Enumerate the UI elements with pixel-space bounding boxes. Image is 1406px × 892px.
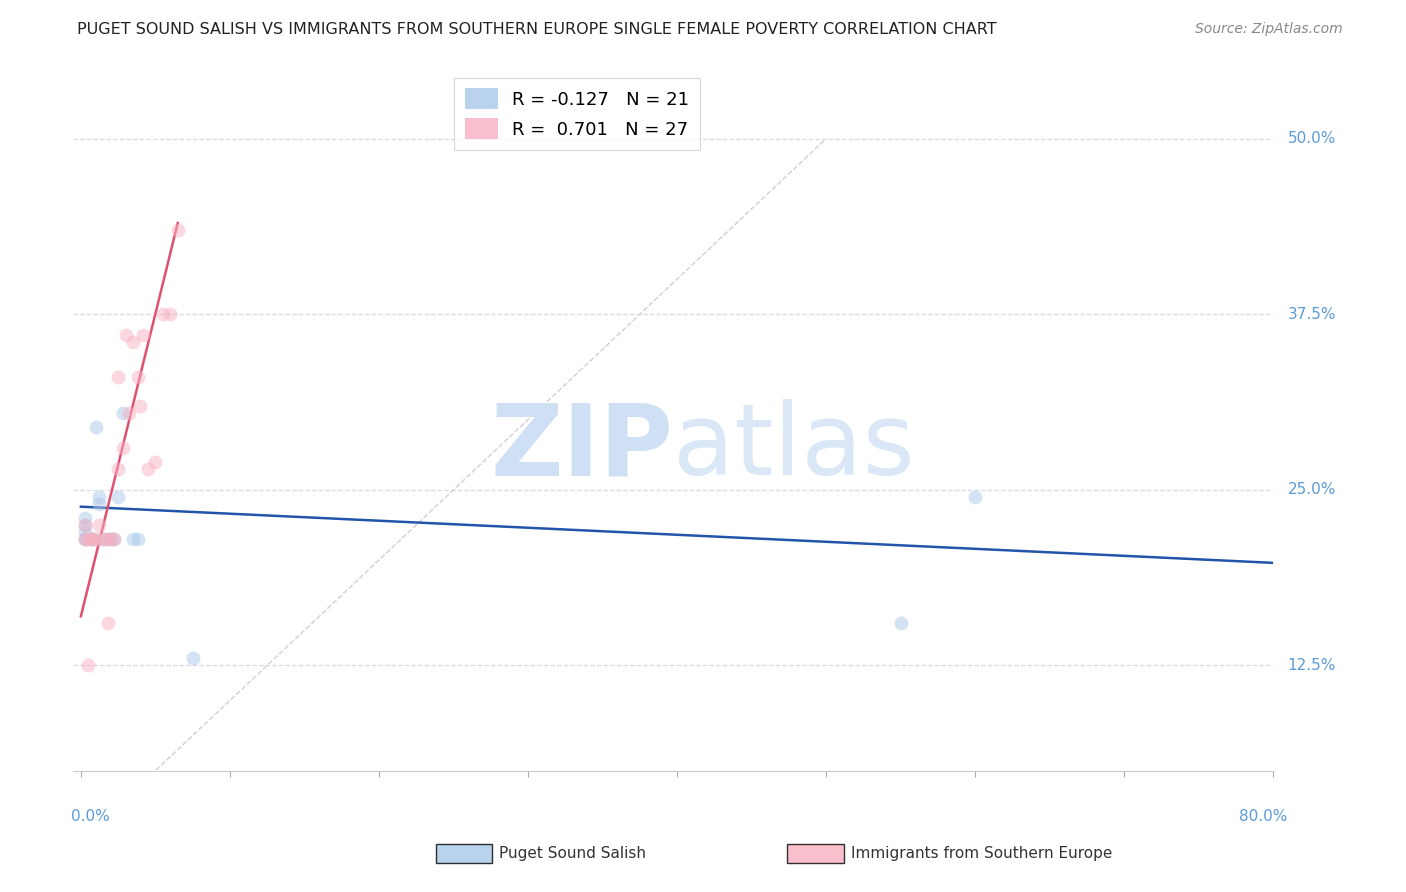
Text: PUGET SOUND SALISH VS IMMIGRANTS FROM SOUTHERN EUROPE SINGLE FEMALE POVERTY CORR: PUGET SOUND SALISH VS IMMIGRANTS FROM SO… [77,22,997,37]
Text: 12.5%: 12.5% [1288,658,1336,673]
Point [181,651,204,665]
Text: atlas: atlas [673,400,915,496]
Point [75,532,97,546]
Point [82,532,104,546]
Point [100,532,122,546]
Text: Immigrants from Southern Europe: Immigrants from Southern Europe [851,847,1112,861]
Text: 0.0%: 0.0% [72,809,110,824]
Point [132,328,155,343]
Point [103,532,125,546]
Point [91,532,114,546]
Point [965,490,987,504]
Point [114,328,136,343]
Point [80,532,103,546]
Text: 37.5%: 37.5% [1288,307,1336,322]
Point [136,462,159,476]
Point [97,616,120,631]
Point [77,532,100,546]
Point [75,532,97,546]
Point [84,419,107,434]
Point [111,406,134,420]
Point [122,335,145,350]
Point [107,490,129,504]
Point [152,307,174,321]
Point [84,532,107,546]
Point [100,532,122,546]
Point [77,658,100,673]
Point [87,517,110,532]
Point [80,532,103,546]
Text: ZIP: ZIP [491,400,673,496]
Point [75,511,97,525]
Point [91,532,114,546]
Point [87,490,110,504]
Point [166,223,188,237]
Text: Puget Sound Salish: Puget Sound Salish [499,847,647,861]
Point [107,370,129,384]
Point [75,524,97,539]
Point [107,462,129,476]
Point [96,532,118,546]
Text: 25.0%: 25.0% [1288,483,1336,498]
Point [103,532,125,546]
Point [75,517,97,532]
Point [129,399,152,413]
Text: 80.0%: 80.0% [1239,809,1288,824]
Point [87,497,110,511]
Point [111,441,134,455]
Point [159,307,181,321]
Point [97,532,120,546]
Text: 50.0%: 50.0% [1288,131,1336,146]
Point [127,370,149,384]
Point [75,532,97,546]
Point [75,517,97,532]
Point [890,616,912,631]
Text: Source: ZipAtlas.com: Source: ZipAtlas.com [1195,22,1343,37]
Point [145,455,167,469]
Legend: R = -0.127   N = 21, R =  0.701   N = 27: R = -0.127 N = 21, R = 0.701 N = 27 [454,78,700,150]
Point [117,406,139,420]
Point [82,532,104,546]
Point [122,532,145,546]
Point [127,532,149,546]
